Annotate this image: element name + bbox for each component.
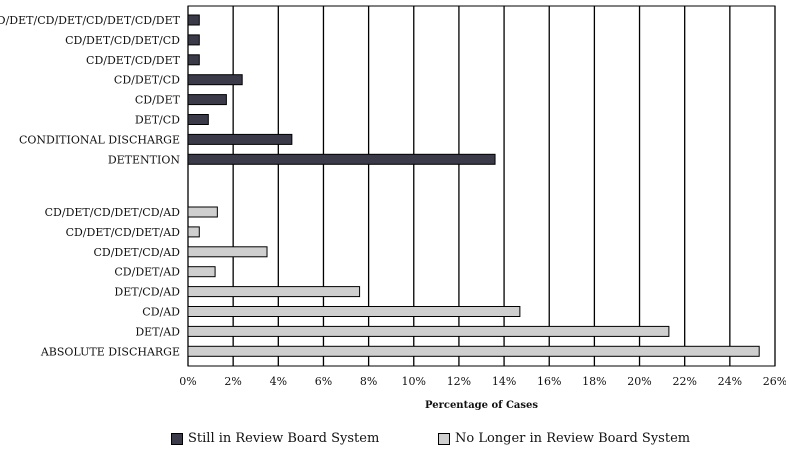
x-tick-label: 18% [582,375,606,388]
category-label: CD/DET/CD/DET/CD/AD [45,206,181,219]
x-tick-label: 4% [270,375,287,388]
category-label: CD/DET/CD/DET [86,54,181,67]
category-label: DET/AD [135,325,180,338]
bar [187,206,218,218]
x-tick-label: 0% [179,375,196,388]
category-label: CD/DET/CD/DET/CD [65,34,180,47]
x-tick-label: 20% [627,375,651,388]
bar-chart: CD/DET/CD/DET/CD/DET/CD/DET CD/DET/CD/DET… [0,5,786,411]
category-label: CD/DET [135,94,181,107]
bar [187,94,227,106]
bar [187,34,200,46]
category-labels: CD/DET/CD/DET/CD/DET/CD/DET CD/DET/CD/DET… [0,14,181,358]
bar [187,266,216,278]
category-label: CD/DET/CD [114,74,180,87]
x-tick-labels: 0% 2% 4% 6% 8% 10% 12% 14% 16% 18% 20% 22% 24% 26% [179,375,786,388]
category-label: CONDITIONAL DISCHARGE [19,133,180,146]
category-label: CD/DET/CD/AD [93,246,180,259]
bar [187,74,243,86]
bar [187,226,200,238]
legend-swatch-still [171,432,183,445]
legend-item-still: Still in Review Board System [171,431,379,446]
bar [187,153,496,165]
x-tick-label: 10% [402,375,426,388]
x-tick-label: 22% [672,375,696,388]
category-label: ABSOLUTE DISCHARGE [40,345,180,358]
legend-label-still: Still in Review Board System [188,431,380,446]
bar [187,14,200,26]
category-label: CD/DET/AD [114,266,180,279]
bar [187,345,760,357]
category-label: DETENTION [108,153,181,166]
bar [187,246,268,258]
x-axis-label: Percentage of Cases [425,400,538,411]
bar [187,286,361,298]
x-tick-label: 12% [447,375,471,388]
category-label: DET/CD/AD [114,286,180,299]
x-tick-label: 6% [315,375,332,388]
bar [187,54,200,66]
category-label: CD/DET/CD/DET/AD [66,226,181,239]
category-label: CD/DET/CD/DET/CD/DET/CD/DET [0,14,181,27]
category-label: DET/CD [135,114,180,127]
bar [187,306,521,317]
category-label: CD/AD [142,306,180,319]
x-tick-label: 24% [718,375,742,388]
bar [187,133,293,145]
x-tick-label: 8% [360,375,377,388]
x-tick-label: 26% [763,375,786,388]
x-tick-label: 16% [537,375,561,388]
legend-swatch-no-longer [438,432,450,445]
legend-label-no-longer: No Longer in Review Board System [455,431,691,446]
legend-item-no-longer: No Longer in Review Board System [438,431,690,446]
bars [187,14,760,357]
bar [187,325,670,337]
bar [187,114,209,125]
x-tick-label: 14% [492,375,516,388]
plot-frame [187,5,776,367]
x-tick-label: 2% [224,375,241,388]
